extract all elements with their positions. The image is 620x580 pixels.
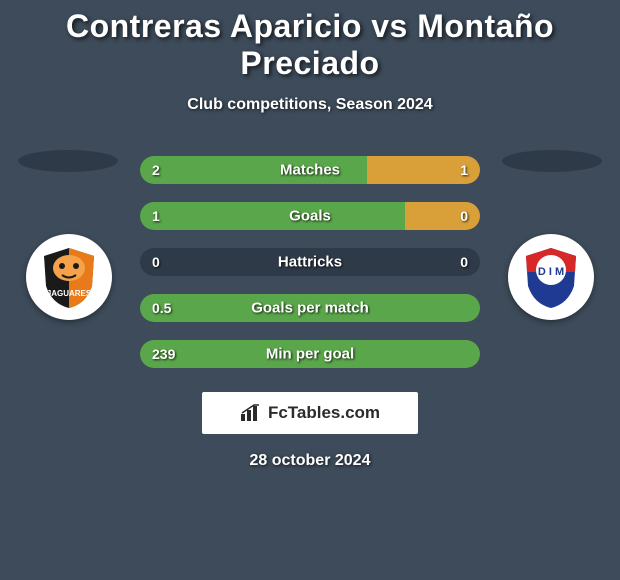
stat-value-left: 0.5 (152, 300, 171, 316)
stat-value-left: 239 (152, 346, 175, 362)
svg-text:JAGUARES: JAGUARES (47, 289, 92, 298)
stat-value-right: 1 (460, 162, 468, 178)
stat-row: Hattricks 0 0 (140, 248, 480, 276)
stat-bar-left (140, 202, 405, 230)
stat-value-left: 0 (152, 254, 160, 270)
stat-label: Goals (289, 208, 331, 225)
subtitle: Club competitions, Season 2024 (0, 96, 620, 114)
stat-row: Min per goal 239 (140, 340, 480, 368)
comparison-card: Contreras Aparicio vs Montaño Preciado C… (0, 0, 620, 470)
stat-value-left: 2 (152, 162, 160, 178)
stat-value-left: 1 (152, 208, 160, 224)
stat-label: Min per goal (266, 346, 354, 363)
stat-value-right: 0 (460, 208, 468, 224)
page-title: Contreras Aparicio vs Montaño Preciado (0, 8, 620, 82)
dim-club-badge-icon: D I M (516, 242, 586, 312)
stat-row: Goals per match 0.5 (140, 294, 480, 322)
bar-chart-icon (240, 404, 262, 422)
stat-value-right: 0 (460, 254, 468, 270)
footer-date: 28 october 2024 (0, 452, 620, 470)
stat-label: Goals per match (251, 300, 369, 317)
badge-shadow-left (18, 150, 118, 172)
stat-label: Hattricks (278, 254, 342, 271)
player-left-name: Contreras Aparicio (66, 8, 362, 44)
brand-box: FcTables.com (202, 392, 418, 434)
badge-shadow-right (502, 150, 602, 172)
club-badge-left: JAGUARES (26, 234, 112, 320)
compare-area: JAGUARES D I M Matches21Goals10Hattricks… (0, 156, 620, 368)
stats-bars: Matches 2 1 Goals 1 0 Hattricks 0 0 Goals per mat… (140, 156, 480, 368)
brand-text: FcTables.com (268, 403, 380, 423)
jaguar-club-badge-icon: JAGUARES (34, 242, 104, 312)
stat-label: Matches (280, 162, 340, 179)
stat-row: Matches 2 1 (140, 156, 480, 184)
stat-row: Goals 1 0 (140, 202, 480, 230)
dim-badge-text: D I M (538, 266, 564, 278)
stat-bar-right (405, 202, 480, 230)
vs-separator: vs (371, 8, 408, 44)
club-badge-right: D I M (508, 234, 594, 320)
